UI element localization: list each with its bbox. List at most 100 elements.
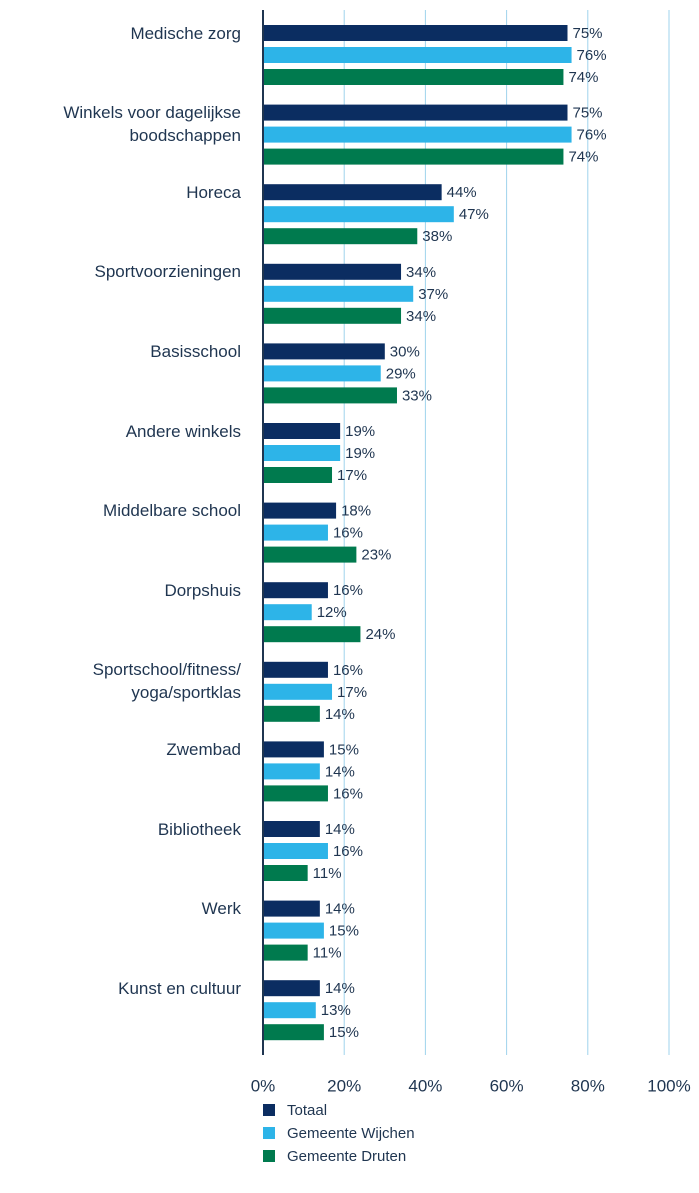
bar	[263, 1002, 316, 1019]
value-label: 16%	[333, 785, 363, 802]
bar	[263, 126, 572, 143]
bar	[263, 445, 341, 461]
value-label: 14%	[325, 706, 355, 723]
value-label: 30%	[390, 343, 420, 360]
category-label: Winkels voor dagelijkse boodschappen	[63, 103, 241, 146]
legend-swatch	[263, 1104, 275, 1116]
x-tick-label: 60%	[490, 1076, 524, 1095]
value-label: 75%	[573, 25, 603, 42]
bar	[263, 922, 324, 939]
value-label: 14%	[325, 980, 355, 997]
value-label: 14%	[325, 821, 355, 838]
bar	[263, 184, 442, 201]
bar	[263, 25, 568, 41]
value-label: 47%	[459, 206, 489, 223]
category-label: Horeca	[186, 182, 241, 202]
bar	[263, 263, 402, 280]
bar	[263, 524, 328, 541]
category-label: Medische zorg	[130, 23, 241, 43]
bar	[263, 604, 312, 621]
bar	[263, 944, 308, 961]
bar	[263, 980, 320, 997]
value-label: 33%	[402, 387, 432, 404]
bar	[263, 423, 341, 439]
bar	[263, 683, 333, 700]
value-label: 13%	[321, 1002, 351, 1019]
bar	[263, 1024, 324, 1041]
value-label: 76%	[577, 47, 607, 64]
category-label: Basisschool	[150, 341, 241, 361]
bar	[263, 104, 568, 121]
category-label: Werk	[201, 899, 241, 919]
value-label: 38%	[422, 228, 452, 245]
bar	[263, 843, 328, 859]
bar	[263, 821, 320, 837]
category-label: Sportschool/fitness/ yoga/sportklas	[92, 660, 241, 703]
value-label: 11%	[313, 945, 342, 962]
bar	[263, 343, 385, 360]
legend-label: Totaal	[287, 1102, 327, 1119]
value-label: 34%	[406, 264, 436, 281]
x-tick-label: 40%	[408, 1076, 442, 1095]
bar	[263, 387, 397, 404]
value-label: 15%	[329, 741, 359, 758]
bar	[263, 307, 402, 324]
value-label: 12%	[317, 604, 347, 621]
value-label: 16%	[333, 843, 363, 860]
bar	[263, 206, 454, 223]
bar	[263, 661, 328, 678]
x-tick-label: 20%	[327, 1076, 361, 1095]
value-label: 16%	[333, 662, 363, 679]
value-label: 15%	[329, 923, 359, 940]
value-label: 18%	[341, 503, 371, 520]
value-label: 37%	[418, 286, 448, 303]
category-label: Middelbare school	[103, 501, 241, 521]
value-label: 76%	[577, 127, 607, 144]
bar	[263, 785, 328, 802]
bar	[263, 763, 320, 780]
bar	[263, 228, 418, 245]
legend-label: Gemeente Wijchen	[287, 1125, 415, 1142]
bar	[263, 900, 320, 917]
category-label: Andere winkels	[125, 421, 241, 441]
legend-swatch	[263, 1150, 275, 1162]
x-tick-label: 0%	[251, 1076, 276, 1095]
value-label: 17%	[337, 467, 367, 484]
value-label: 16%	[333, 525, 363, 542]
category-label: Sportvoorzieningen	[94, 262, 241, 282]
bar	[263, 502, 337, 519]
category-label: Zwembad	[166, 739, 241, 759]
bar	[263, 741, 324, 758]
value-label: 23%	[361, 547, 391, 564]
bar	[263, 467, 333, 483]
category-label: Dorpshuis	[164, 580, 241, 600]
category-label: Kunst en cultuur	[118, 978, 241, 998]
bar	[263, 705, 320, 722]
value-label: 15%	[329, 1024, 359, 1041]
bar	[263, 47, 572, 63]
bar	[263, 285, 414, 302]
bar	[263, 365, 381, 382]
value-label: 44%	[447, 184, 477, 201]
bar	[263, 546, 357, 563]
value-label: 34%	[406, 308, 436, 325]
legend-swatch	[263, 1127, 275, 1139]
value-label: 17%	[337, 684, 367, 701]
legend-label: Gemeente Druten	[287, 1148, 406, 1165]
value-label: 19%	[345, 423, 375, 440]
value-label: 16%	[333, 582, 363, 599]
value-label: 29%	[386, 365, 416, 382]
value-label: 74%	[568, 69, 598, 86]
bar	[263, 626, 361, 643]
value-label: 19%	[345, 445, 375, 462]
bar	[263, 69, 564, 85]
bar	[263, 582, 328, 599]
x-tick-label: 80%	[571, 1076, 605, 1095]
category-label: Bibliotheek	[157, 819, 241, 839]
value-label: 75%	[573, 105, 603, 122]
x-tick-label: 100%	[647, 1076, 690, 1095]
bar	[263, 865, 308, 881]
bar	[263, 148, 564, 165]
